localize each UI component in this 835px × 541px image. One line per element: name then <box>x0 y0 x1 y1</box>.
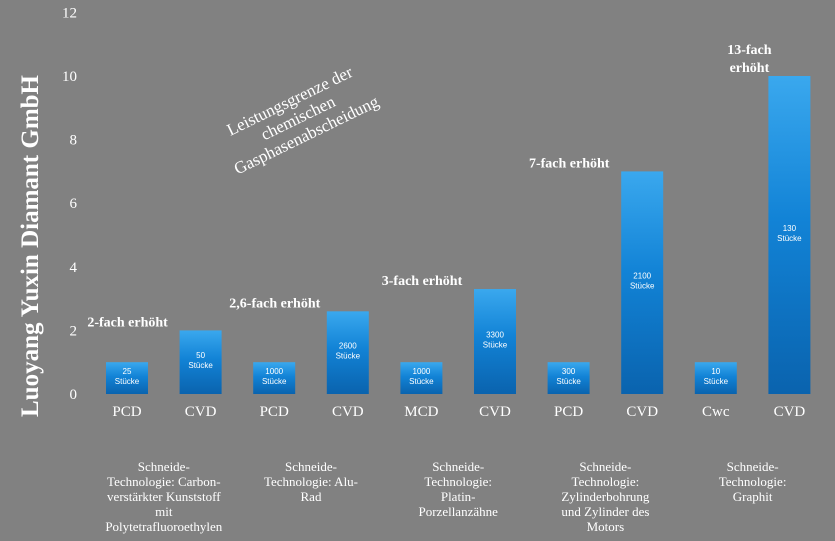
x-tick-label: CVD <box>332 404 364 420</box>
x-tick-label: CVD <box>626 404 658 420</box>
bar-data-label: Stücke <box>556 377 581 386</box>
x-tick-label: CVD <box>774 404 806 420</box>
improvement-label: 2-fach erhöht <box>87 315 168 330</box>
bar <box>621 171 664 394</box>
bar-data-label: 25 <box>123 367 132 376</box>
bar <box>400 362 443 394</box>
bar-data-label: Stücke <box>188 361 213 370</box>
group-label-line: Schneide- <box>579 459 632 474</box>
group-label-line: und Zylinder des <box>561 504 650 519</box>
group-label-line: Technologie: Carbon- <box>107 474 221 489</box>
bar-data-label: 1000 <box>413 367 431 376</box>
bars: 25Stücke50Stücke1000Stücke2600Stücke1000… <box>106 76 811 394</box>
y-tick-label: 2 <box>70 323 78 339</box>
y-tick-label: 8 <box>70 133 78 149</box>
y-axis-title: Luoyang Yuxin Diamant GmbH <box>17 75 44 417</box>
group-label-line: Technologie: <box>718 474 787 489</box>
x-tick-label: MCD <box>404 404 438 420</box>
group-label-line: Schneide- <box>432 459 485 474</box>
bar <box>474 289 516 394</box>
improvement-label: 7-fach erhöht <box>529 156 610 171</box>
y-tick-label: 6 <box>70 196 78 212</box>
y-tick-label: 10 <box>62 69 77 85</box>
group-label-line: Motors <box>586 519 625 534</box>
y-tick-label: 4 <box>70 260 78 276</box>
bar-data-label: Stücke <box>409 377 434 386</box>
bar-data-label: Stücke <box>630 282 655 291</box>
bar <box>326 311 369 394</box>
bar-data-label: Stücke <box>115 377 140 386</box>
improvement-label: 2,6-fach erhöht <box>229 296 320 311</box>
bar-data-label: 300 <box>562 367 576 376</box>
group-label: Schneide- Technologie: Zylinderbohrung und … <box>530 459 680 534</box>
improvement-label: erhöht <box>730 61 770 76</box>
x-tick-label: PCD <box>554 404 583 420</box>
group-label-line: Schneide- <box>137 459 190 474</box>
bar-data-label: 50 <box>196 351 205 360</box>
bar-data-label: 130 <box>783 224 797 233</box>
group-label-line: Technologie: <box>571 474 640 489</box>
bar <box>694 362 737 394</box>
bar-data-label: Stücke <box>262 377 287 386</box>
bar-data-label: Stücke <box>704 377 729 386</box>
bar-data-label: 2100 <box>633 272 651 281</box>
y-tick-label: 12 <box>62 5 77 21</box>
bar <box>768 76 811 394</box>
x-tick-label: Cwc <box>702 404 730 420</box>
group-label-line: Technologie: <box>424 474 493 489</box>
bar-data-label: Stücke <box>483 341 508 350</box>
group-label-line: verstärkter Kunststoff <box>107 489 221 504</box>
group-label-line: Technologie: Alu- <box>263 474 359 489</box>
group-label: Schneide- Technologie: Carbon-verstärkter… <box>89 459 239 534</box>
group-label-line: Schneide- <box>285 459 337 474</box>
group-label-line: mit <box>155 504 173 519</box>
y-tick-label: 0 <box>70 387 78 403</box>
bar-data-label: 1000 <box>265 367 283 376</box>
group-label-line: Platin- <box>440 489 476 504</box>
bar-data-label: 2600 <box>339 342 357 351</box>
group-label-line: Polytetrafluoroethylen <box>105 519 223 534</box>
x-tick-label: PCD <box>260 404 289 420</box>
group-label-line: Graphit <box>732 489 773 504</box>
group-label-line: Rad <box>300 489 322 504</box>
bar-data-label: Stücke <box>777 234 802 243</box>
bar <box>253 362 296 394</box>
group-label-line: Porzellanzähne <box>418 504 498 519</box>
bar <box>106 362 148 394</box>
improvement-labels: 2-fach erhöht 2,6-fach erhöht 3-fach erhöh… <box>87 43 771 330</box>
group-label-line: Zylinderbohrung <box>561 489 650 504</box>
group-label: Schneide- Technologie: Platin- Porzellanzäh… <box>383 459 533 519</box>
improvement-label: 3-fach erhöht <box>382 274 463 289</box>
improvement-label: 13-fach <box>727 43 772 58</box>
bar-data-label: 3300 <box>486 331 504 340</box>
x-tick-label: CVD <box>479 404 511 420</box>
bar <box>179 330 222 394</box>
group-label-line: Schneide- <box>726 459 779 474</box>
bar <box>547 362 590 394</box>
group-label: Schneide- Technologie: Graphit <box>678 459 828 504</box>
bar-data-label: Stücke <box>336 352 361 361</box>
y-axis: 0 2 4 6 8 10 12 <box>62 5 78 403</box>
x-tick-labels: PCD CVD PCD CVD MCD CVD PCD CVD Cwc CVD <box>112 404 805 420</box>
x-tick-label: CVD <box>185 404 217 420</box>
group-label: Schneide- Technologie: Alu- Rad <box>236 459 386 504</box>
bar-data-label: 10 <box>711 367 720 376</box>
x-tick-label: PCD <box>112 404 141 420</box>
